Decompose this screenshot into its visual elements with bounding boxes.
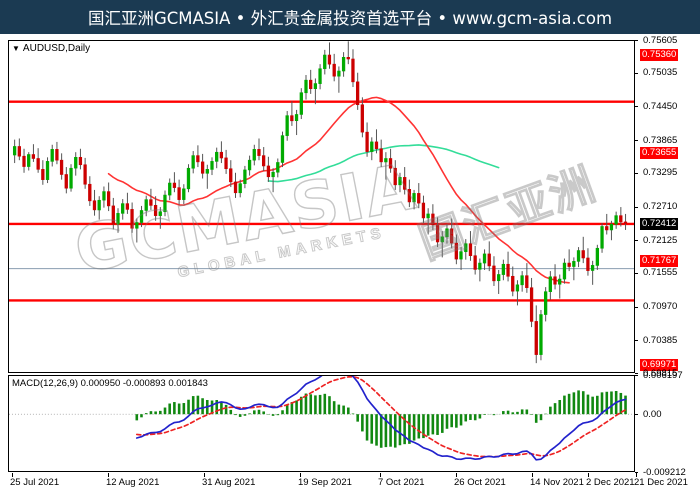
price-tick-label-0.75605: 0.75605 <box>643 34 678 46</box>
macd-tick-label--0_009212: -0.009212 <box>643 466 686 478</box>
brand-banner: 国汇亚洲GCMASIA • 外汇贵金属投资首选平台 • www.gcm-asia… <box>0 0 700 34</box>
macd-plot[interactable] <box>9 376 634 471</box>
price-tick-badge-0.69971[interactable]: 0.69971 <box>640 358 679 371</box>
date-tick-label-0: 25 Jul 2021 <box>10 477 60 488</box>
price-tick-mark <box>635 40 638 41</box>
date-tick-label-3: 19 Sep 2021 <box>298 477 352 488</box>
date-tick-mark <box>532 473 533 477</box>
date-tick-mark <box>380 473 381 477</box>
price-tick-label-0.70970: 0.70970 <box>643 301 678 313</box>
price-tick-mark <box>635 72 638 74</box>
price-tick-badge-0.75360[interactable]: 0.75360 <box>640 48 679 61</box>
date-tick-mark <box>300 473 301 477</box>
price-tick-mark <box>635 306 638 308</box>
price-tick-label-0.72710: 0.72710 <box>643 201 678 212</box>
date-tick-mark <box>12 473 13 477</box>
symbol-label[interactable]: ▼ AUDUSD,Daily <box>12 43 90 54</box>
symbol-label-text: AUDUSD,Daily <box>22 43 91 54</box>
date-tick-label-7: 2 Dec 2021 <box>586 477 635 488</box>
date-tick-label-6: 14 Nov 2021 <box>530 477 584 488</box>
ma-slow-line <box>267 144 500 183</box>
price-tick-label-0.71555: 0.71555 <box>643 267 678 279</box>
price-tick-mark <box>635 172 638 174</box>
date-tick-mark <box>108 473 109 477</box>
macd-tick-label-0_006197: 0.006197 <box>643 369 683 381</box>
chevron-down-icon[interactable]: ▼ <box>12 43 20 53</box>
macd-tick-mark <box>635 414 638 415</box>
price-tick-badge-0.71767[interactable]: 0.71767 <box>640 255 679 268</box>
price-tick-badge-0.72412[interactable]: 0.72412 <box>640 218 679 231</box>
date-tick-mark <box>456 473 457 477</box>
candlestick-series <box>12 41 628 364</box>
ma-fast-line <box>107 96 570 284</box>
price-tick-label-0.73865: 0.73865 <box>643 134 678 146</box>
date-tick-mark <box>204 473 205 477</box>
date-axis[interactable]: 25 Jul 2021 12 Aug 2021 31 Aug 2021 19 Sep … <box>8 473 692 490</box>
price-tick-label-0.70385: 0.70385 <box>643 334 678 346</box>
date-tick-label-1: 12 Aug 2021 <box>106 477 160 488</box>
price-tick-mark <box>635 240 638 242</box>
price-tick-badge-0.73655[interactable]: 0.73655 <box>640 146 679 159</box>
date-tick-label-2: 31 Aug 2021 <box>202 477 256 488</box>
price-tick-mark <box>635 373 638 374</box>
price-axis[interactable]: 0.75605 0.75360 0.75035 0.74450 0.73865 0.736… <box>635 35 692 478</box>
price-tick-mark <box>635 206 638 208</box>
brand-banner-text: 国汇亚洲GCMASIA • 外汇贵金属投资首选平台 • www.gcm-asia… <box>87 9 613 28</box>
price-tick-mark <box>635 272 638 274</box>
macd-indicator-label: MACD(12,26,9) 0.000950 -0.000893 0.00184… <box>12 378 208 389</box>
date-tick-mark <box>588 473 589 477</box>
date-tick-mark <box>636 473 637 477</box>
macd-histogram <box>135 390 627 448</box>
macd-tick-label-0_00: 0.00 <box>643 408 662 420</box>
macd-tick-mark <box>635 375 638 376</box>
price-panel[interactable]: GCMASIA GLOBAL MARKETS 国汇亚洲 ▼ AUDUSD,Dai… <box>8 40 635 373</box>
price-tick-label-0.75035: 0.75035 <box>643 67 678 79</box>
macd-tick-mark <box>635 472 638 473</box>
price-tick-mark <box>635 140 638 142</box>
price-tick-mark <box>635 106 638 108</box>
date-tick-label-4: 7 Oct 2021 <box>378 477 425 488</box>
date-tick-label-5: 26 Oct 2021 <box>454 477 506 488</box>
date-tick-label-8: 21 Dec 2021 <box>634 477 688 488</box>
macd-line <box>135 376 627 461</box>
price-tick-label-0.74450: 0.74450 <box>643 100 678 112</box>
chart-area: GCMASIA GLOBAL MARKETS 国汇亚洲 ▼ AUDUSD,Dai… <box>8 35 692 490</box>
price-tick-label-0.72125: 0.72125 <box>643 234 678 246</box>
price-tick-label-0.69815: 0.69815 <box>643 367 678 379</box>
macd-panel[interactable]: MACD(12,26,9) 0.000950 -0.000893 0.00184… <box>8 375 635 472</box>
price-plot[interactable] <box>9 41 634 372</box>
price-tick-label-0.73295: 0.73295 <box>643 167 678 179</box>
price-tick-mark <box>635 340 638 342</box>
